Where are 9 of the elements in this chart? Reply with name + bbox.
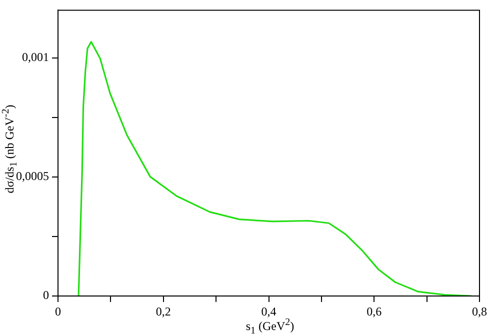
x-tick-label: 0,6 (366, 304, 382, 318)
y-tick-label: 0 (43, 288, 49, 302)
y-tick-label: 0,0005 (16, 169, 49, 184)
x-tick-label: 0,8 (472, 304, 487, 318)
x-tick-label: 0,2 (156, 304, 171, 318)
x-axis-title: s$_{1}$ (GeV$^{2}$) (244, 317, 296, 334)
x-tick-label: 0 (55, 304, 61, 318)
y-tick-label: 0,001 (22, 50, 49, 64)
x-tick-label: 0,4 (261, 304, 276, 318)
